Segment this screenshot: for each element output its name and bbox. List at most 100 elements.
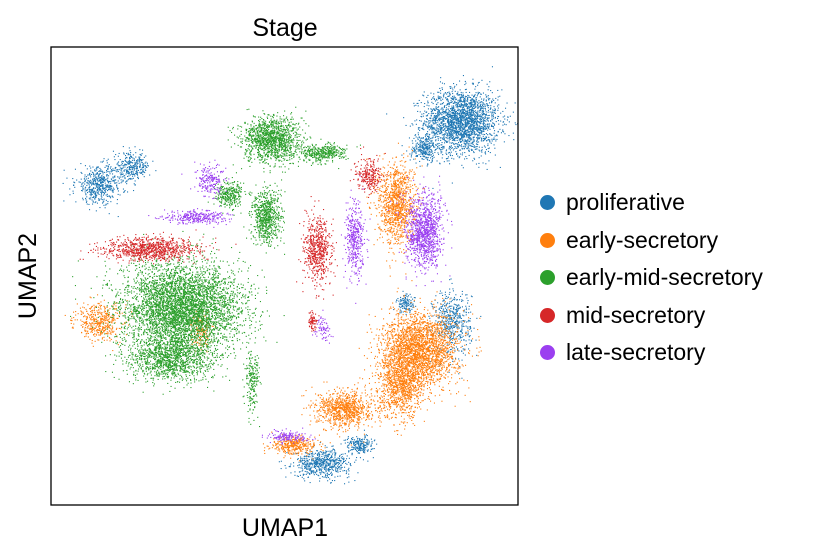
scatter-point	[458, 105, 460, 107]
scatter-point	[104, 180, 106, 182]
scatter-point	[508, 135, 510, 137]
scatter-point	[413, 137, 415, 139]
scatter-point	[435, 117, 437, 119]
scatter-point	[473, 121, 475, 123]
scatter-point	[442, 95, 444, 97]
scatter-point	[428, 147, 430, 149]
scatter-point	[410, 303, 412, 305]
scatter-point	[96, 190, 98, 192]
scatter-point	[401, 206, 403, 208]
scatter-point	[446, 328, 448, 330]
scatter-point	[425, 121, 427, 123]
scatter-point	[103, 193, 105, 195]
scatter-point	[451, 317, 453, 319]
scatter-point	[118, 161, 120, 163]
scatter-point	[457, 106, 459, 108]
scatter-point	[461, 115, 463, 117]
scatter-point	[426, 141, 428, 143]
scatter-point	[403, 299, 405, 301]
scatter-point	[412, 218, 414, 220]
scatter-point	[415, 190, 417, 192]
scatter-point	[129, 167, 131, 169]
scatter-point	[321, 468, 323, 470]
scatter-point	[334, 480, 336, 482]
scatter-point	[421, 116, 423, 118]
scatter-point	[484, 146, 486, 148]
scatter-point	[304, 470, 306, 472]
scatter-point	[469, 91, 471, 93]
scatter-point	[424, 145, 426, 147]
scatter-point	[422, 145, 424, 147]
scatter-point	[319, 460, 321, 462]
scatter-point	[323, 463, 325, 465]
scatter-point	[91, 188, 93, 190]
scatter-point	[403, 295, 405, 297]
scatter-point	[402, 299, 404, 301]
scatter-point	[465, 121, 467, 123]
scatter-point	[447, 350, 449, 352]
scatter-point	[400, 303, 402, 305]
scatter-point	[463, 140, 465, 142]
scatter-point	[93, 173, 95, 175]
scatter-point	[472, 137, 474, 139]
scatter-point	[438, 316, 440, 318]
scatter-point	[455, 309, 457, 311]
scatter-point	[413, 297, 415, 299]
scatter-point	[469, 124, 471, 126]
scatter-point	[438, 153, 440, 155]
scatter-point	[484, 118, 486, 120]
scatter-point	[497, 109, 499, 111]
scatter-point	[473, 101, 475, 103]
scatter-point	[126, 180, 128, 182]
scatter-point	[454, 131, 456, 133]
scatter-point	[124, 178, 126, 180]
scatter-point	[477, 107, 479, 109]
scatter-point	[346, 458, 348, 460]
scatter-point	[399, 217, 401, 219]
scatter-point	[477, 115, 479, 117]
scatter-point	[362, 448, 364, 450]
scatter-point	[424, 103, 426, 105]
scatter-point	[465, 312, 467, 314]
scatter-point	[472, 149, 474, 151]
scatter-point	[442, 138, 444, 140]
scatter-point	[393, 309, 395, 311]
series-proliferative	[62, 66, 519, 485]
scatter-point	[433, 145, 435, 147]
scatter-point	[462, 167, 464, 169]
scatter-point	[494, 154, 496, 156]
scatter-point	[459, 315, 461, 317]
scatter-point	[387, 206, 389, 208]
scatter-point	[463, 325, 465, 327]
scatter-point	[355, 442, 357, 444]
scatter-point	[461, 128, 463, 130]
scatter-point	[348, 444, 350, 446]
scatter-point	[348, 470, 350, 472]
scatter-point	[322, 462, 324, 464]
scatter-point	[314, 457, 316, 459]
scatter-point	[430, 110, 432, 112]
scatter-point	[304, 455, 306, 457]
scatter-point	[145, 166, 147, 168]
scatter-point	[471, 98, 473, 100]
scatter-point	[443, 145, 445, 147]
scatter-point	[450, 349, 452, 351]
scatter-point	[384, 197, 386, 199]
scatter-point	[329, 466, 331, 468]
scatter-point	[334, 476, 336, 478]
scatter-point	[315, 457, 317, 459]
scatter-point	[449, 335, 451, 337]
scatter-point	[447, 138, 449, 140]
scatter-point	[367, 444, 369, 446]
scatter-point	[371, 441, 373, 443]
scatter-point	[303, 459, 305, 461]
scatter-point	[428, 136, 430, 138]
scatter-point	[450, 122, 452, 124]
scatter-point	[451, 125, 453, 127]
scatter-point	[439, 120, 441, 122]
scatter-point	[100, 169, 102, 171]
scatter-point	[426, 118, 428, 120]
scatter-point	[121, 168, 123, 170]
scatter-point	[320, 468, 322, 470]
scatter-point	[434, 109, 436, 111]
